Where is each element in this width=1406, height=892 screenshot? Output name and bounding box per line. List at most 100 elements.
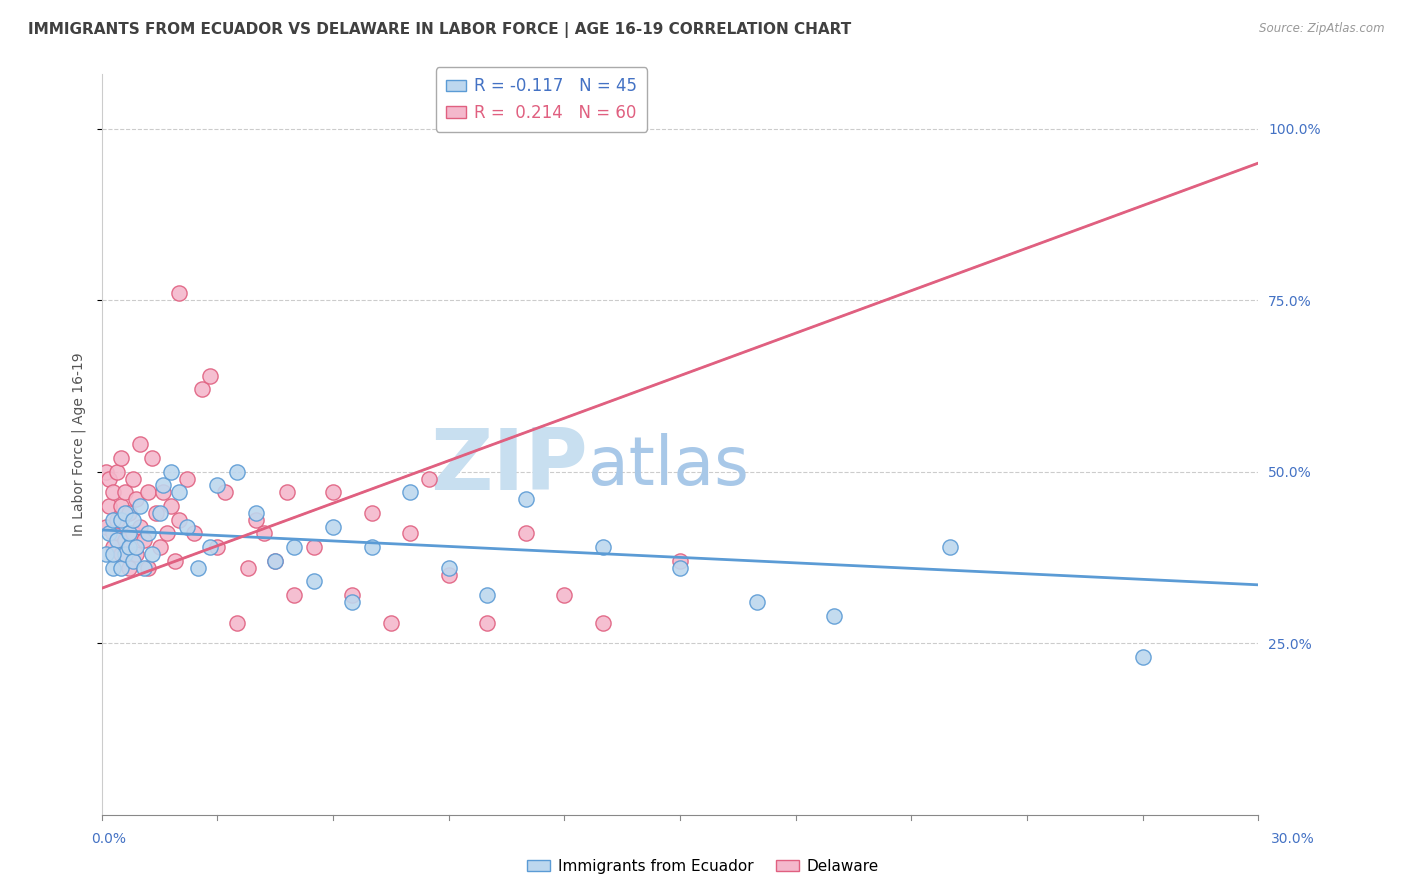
Point — [121, 471, 143, 485]
Point — [283, 588, 305, 602]
Point — [121, 513, 143, 527]
Point — [125, 547, 148, 561]
Point — [322, 485, 344, 500]
Point — [134, 560, 156, 574]
Point — [125, 540, 148, 554]
Point — [167, 286, 190, 301]
Point — [515, 526, 537, 541]
Point — [125, 492, 148, 507]
Point — [136, 485, 159, 500]
Point — [148, 540, 170, 554]
Point — [110, 450, 132, 465]
Text: 0.0%: 0.0% — [91, 832, 127, 846]
Point — [129, 437, 152, 451]
Point — [141, 547, 163, 561]
Point — [380, 615, 402, 630]
Point — [105, 465, 128, 479]
Point — [823, 608, 845, 623]
Point — [136, 526, 159, 541]
Point — [103, 526, 125, 541]
Point — [98, 471, 121, 485]
Point — [187, 560, 209, 574]
Point — [141, 450, 163, 465]
Point — [669, 560, 692, 574]
Point — [283, 540, 305, 554]
Point — [105, 533, 128, 548]
Legend: Immigrants from Ecuador, Delaware: Immigrants from Ecuador, Delaware — [522, 853, 884, 880]
Point — [322, 519, 344, 533]
Point — [103, 540, 125, 554]
Point — [418, 471, 440, 485]
Point — [225, 615, 247, 630]
Point — [121, 526, 143, 541]
Text: 30.0%: 30.0% — [1271, 832, 1315, 846]
Point — [152, 485, 174, 500]
Point — [98, 526, 121, 541]
Point — [225, 465, 247, 479]
Point — [276, 485, 298, 500]
Point — [437, 560, 460, 574]
Point — [110, 513, 132, 527]
Y-axis label: In Labor Force | Age 16-19: In Labor Force | Age 16-19 — [72, 352, 86, 536]
Point — [264, 554, 287, 568]
Point — [207, 540, 229, 554]
Point — [669, 554, 692, 568]
Point — [477, 588, 499, 602]
Point — [245, 513, 267, 527]
Point — [399, 526, 422, 541]
Point — [103, 560, 125, 574]
Point — [156, 526, 179, 541]
Point — [592, 540, 614, 554]
Point — [198, 368, 221, 383]
Point — [129, 519, 152, 533]
Point — [103, 485, 125, 500]
Point — [238, 560, 260, 574]
Point — [360, 540, 382, 554]
Point — [399, 485, 422, 500]
Point — [342, 595, 364, 609]
Point — [152, 478, 174, 492]
Point — [148, 506, 170, 520]
Point — [167, 513, 190, 527]
Point — [114, 533, 136, 548]
Point — [214, 485, 236, 500]
Point — [110, 560, 132, 574]
Point — [592, 615, 614, 630]
Point — [302, 574, 325, 589]
Point — [198, 540, 221, 554]
Point — [110, 499, 132, 513]
Point — [105, 513, 128, 527]
Point — [110, 547, 132, 561]
Point — [114, 547, 136, 561]
Point — [103, 513, 125, 527]
Point — [129, 499, 152, 513]
Point — [747, 595, 769, 609]
Point — [176, 519, 198, 533]
Point — [121, 554, 143, 568]
Point — [342, 588, 364, 602]
Point — [160, 465, 183, 479]
Point — [167, 485, 190, 500]
Point — [118, 506, 141, 520]
Point — [98, 499, 121, 513]
Point — [477, 615, 499, 630]
Point — [118, 560, 141, 574]
Point — [360, 506, 382, 520]
Point — [553, 588, 575, 602]
Point — [118, 540, 141, 554]
Point — [114, 485, 136, 500]
Point — [114, 506, 136, 520]
Point — [207, 478, 229, 492]
Point — [515, 492, 537, 507]
Point — [264, 554, 287, 568]
Point — [245, 506, 267, 520]
Point — [302, 540, 325, 554]
Legend: R = -0.117   N = 45, R =  0.214   N = 60: R = -0.117 N = 45, R = 0.214 N = 60 — [436, 68, 647, 132]
Point — [136, 560, 159, 574]
Point — [145, 506, 167, 520]
Point — [176, 471, 198, 485]
Point — [437, 567, 460, 582]
Point — [94, 547, 117, 561]
Point — [94, 465, 117, 479]
Point — [118, 526, 141, 541]
